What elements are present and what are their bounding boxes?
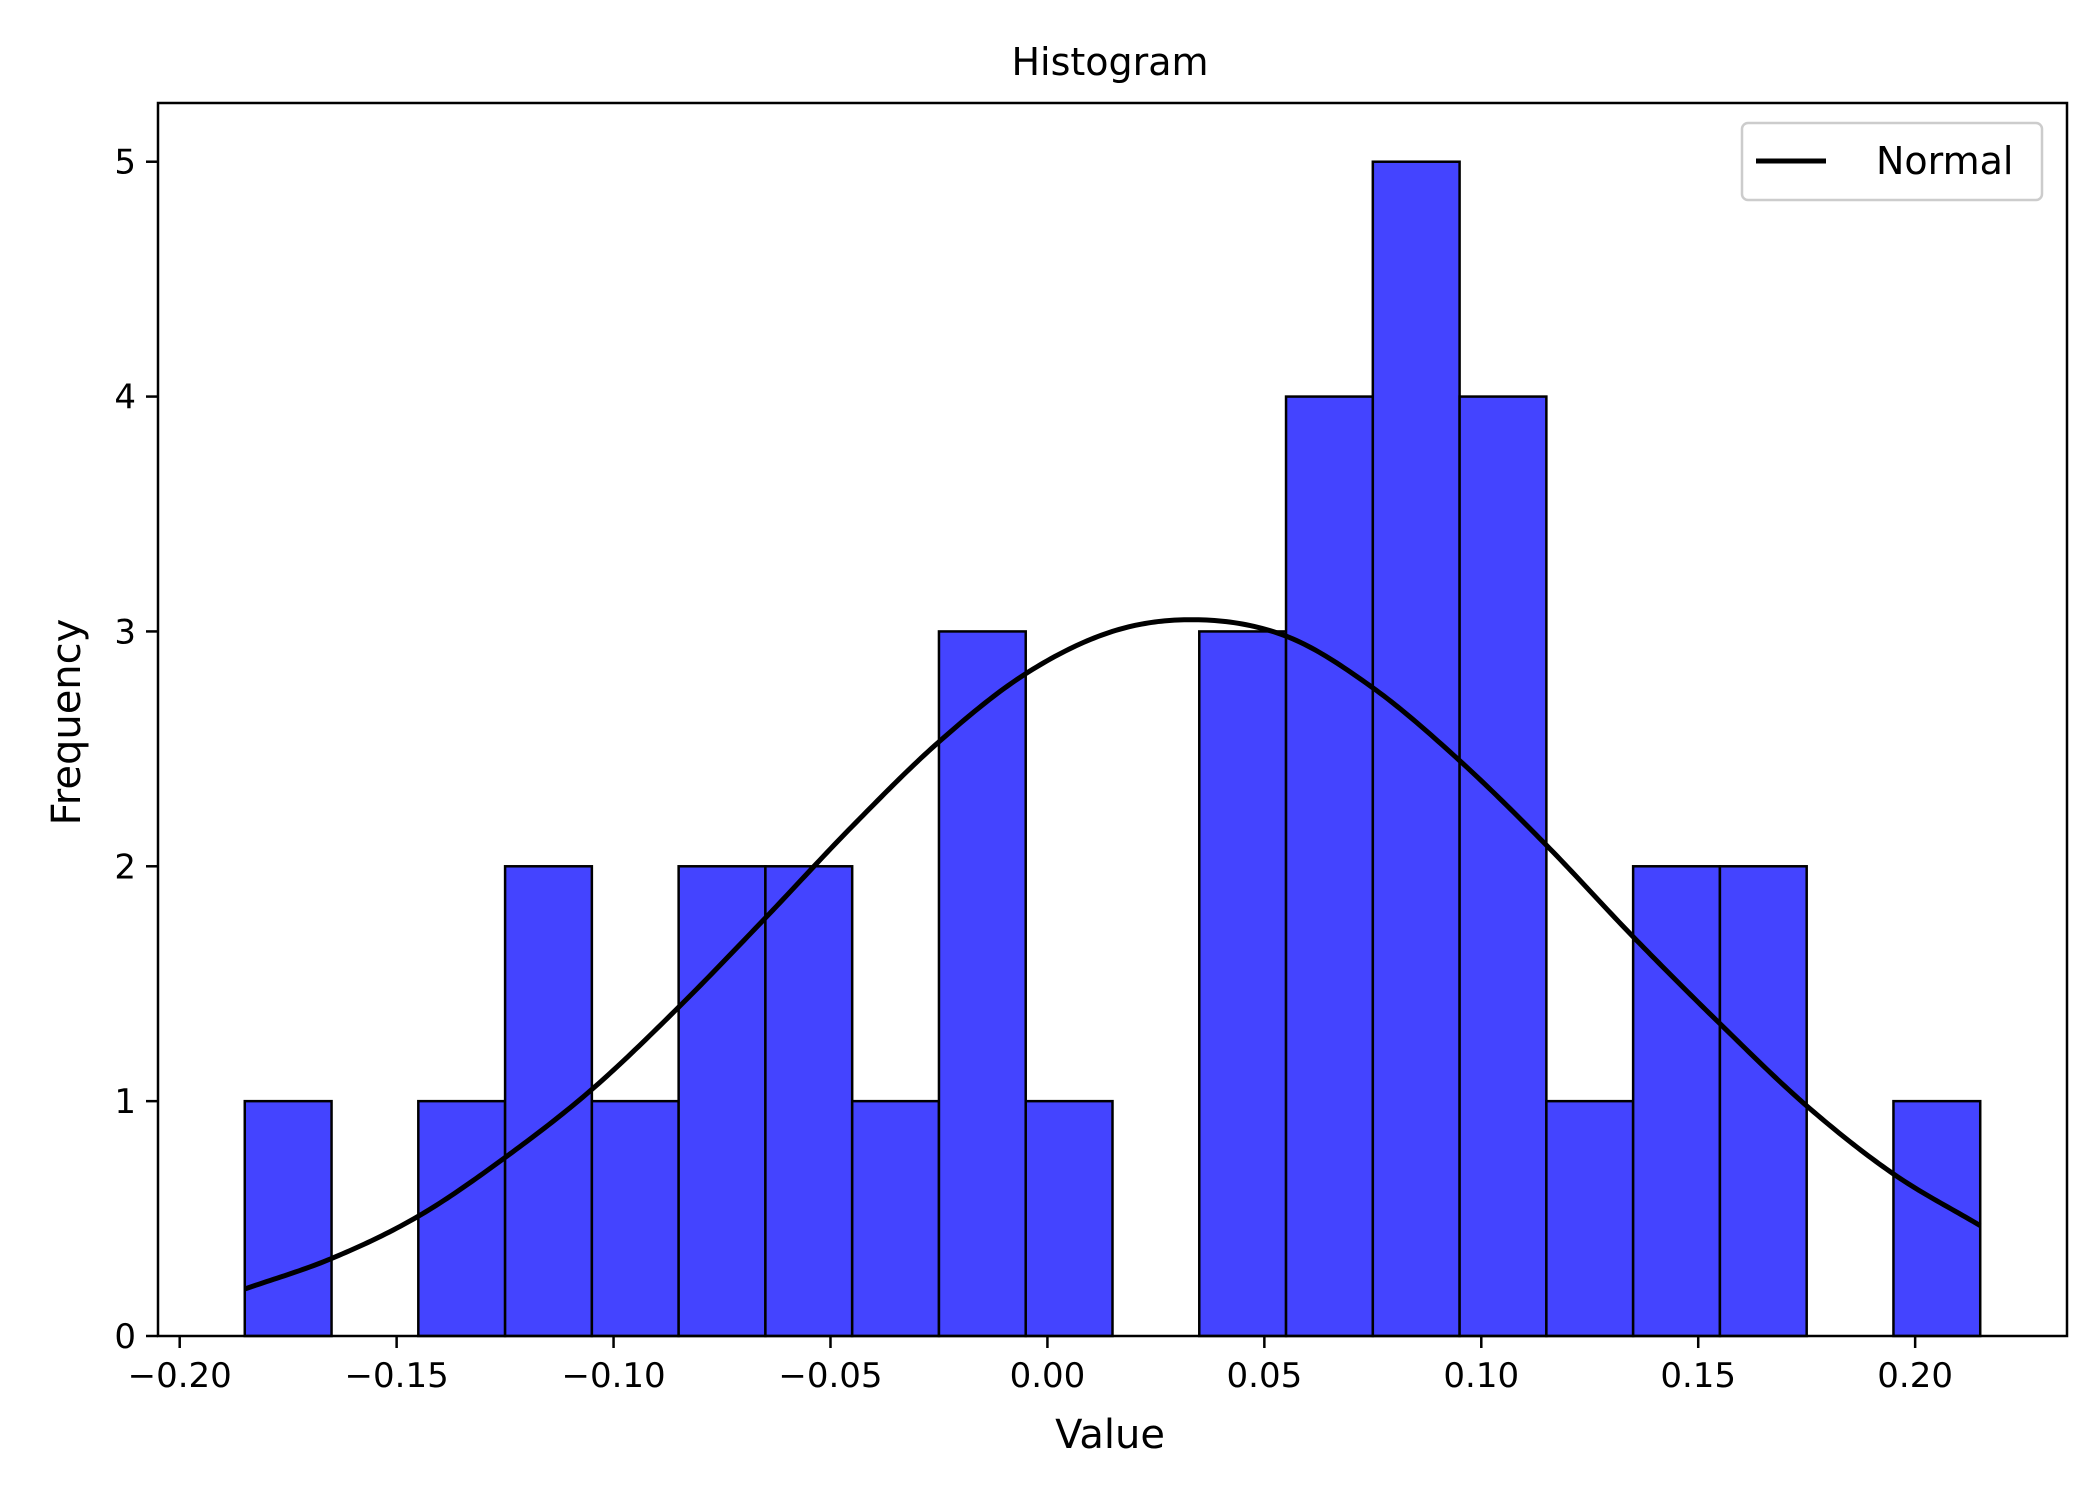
y-axis-ticks: 0 1 2 3 4 5 xyxy=(114,143,158,1357)
histogram-bar xyxy=(1718,865,1808,1338)
normal-curve-line xyxy=(243,617,1982,1292)
histogram-bar xyxy=(1024,1099,1114,1338)
plot-frame xyxy=(156,101,2069,1338)
y-tick-label: 5 xyxy=(114,143,136,183)
y-tick-label: 2 xyxy=(114,847,136,887)
histogram-bar xyxy=(1631,865,1722,1338)
histogram-bar xyxy=(1284,395,1375,1338)
x-tick-label: −0.20 xyxy=(128,1356,232,1396)
histogram-bar xyxy=(243,1099,333,1338)
chart-title: Histogram xyxy=(1011,40,1208,84)
histogram-bar xyxy=(677,865,767,1338)
y-axis-label: Frequency xyxy=(44,619,90,826)
x-tick-label: −0.05 xyxy=(778,1356,882,1396)
legend-box xyxy=(1740,121,2044,202)
x-axis-ticks: −0.20 −0.15 −0.10 −0.05 0.00 0.05 0.10 0.15 0.20 xyxy=(128,1336,1953,1396)
histogram-bar xyxy=(850,1099,941,1338)
x-tick-label: −0.10 xyxy=(561,1356,665,1396)
y-tick-label: 3 xyxy=(114,612,136,652)
x-tick-label: 0.10 xyxy=(1443,1356,1519,1396)
histogram-bar xyxy=(417,1099,507,1338)
histogram-bars xyxy=(243,160,1982,1338)
normal-curve-layer xyxy=(243,617,1982,1292)
x-tick-label: 0.15 xyxy=(1660,1356,1736,1396)
x-tick-label: 0.20 xyxy=(1877,1356,1953,1396)
x-axis-label: Value xyxy=(1055,1412,1165,1458)
x-tick-label: 0.05 xyxy=(1227,1356,1303,1396)
histogram-bar xyxy=(1198,630,1288,1338)
y-tick-label: 0 xyxy=(114,1317,136,1357)
histogram-bar xyxy=(937,630,1027,1338)
x-tick-label: 0.00 xyxy=(1010,1356,1086,1396)
histogram-bar xyxy=(764,865,854,1338)
legend: Normal xyxy=(1740,121,2044,202)
histogram-bar xyxy=(1545,1099,1635,1338)
x-tick-label: −0.15 xyxy=(345,1356,449,1396)
y-tick-label: 1 xyxy=(114,1082,136,1122)
histogram-bar xyxy=(590,1099,680,1338)
legend-label-normal: Normal xyxy=(1876,139,2014,183)
y-tick-label: 4 xyxy=(114,378,136,418)
histogram-bar xyxy=(1458,395,1548,1338)
